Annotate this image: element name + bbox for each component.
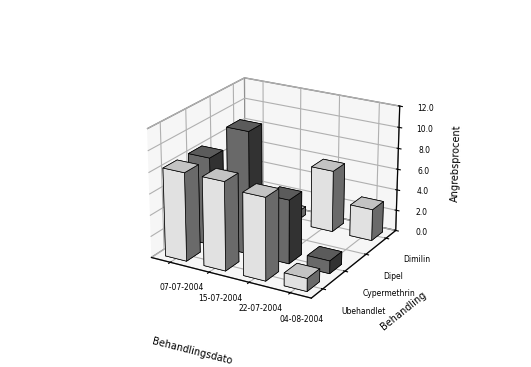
X-axis label: Behandlingsdato: Behandlingsdato (151, 337, 234, 367)
Y-axis label: Behandling: Behandling (378, 290, 427, 332)
